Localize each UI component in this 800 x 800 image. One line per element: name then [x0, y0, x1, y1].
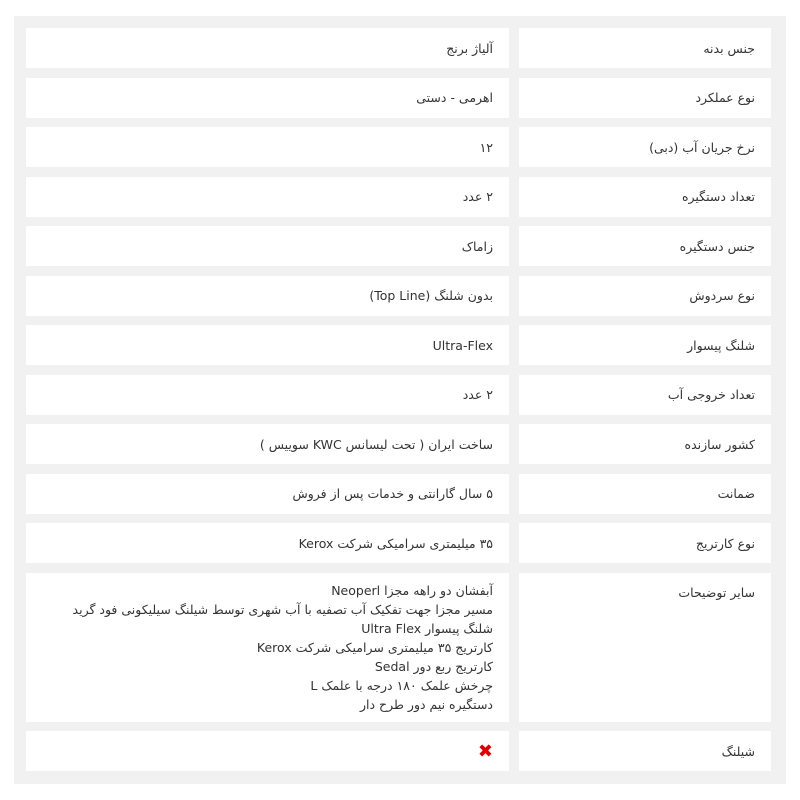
spec-row: تعداد خروجی آب ۲ عدد [26, 374, 771, 415]
spec-value: ۲ عدد [26, 374, 509, 415]
spec-value: ✖ [26, 731, 509, 771]
spec-value: ۵ سال گارانتی و خدمات پس از فروش [26, 473, 509, 514]
spec-row: جنس دستگیره زاماک [26, 226, 771, 266]
spec-label: نرخ جریان آب (دبی) [519, 127, 771, 167]
description-line: کارتریج ۳۵ میلیمتری سرامیکی شرکت Kerox [256, 639, 493, 655]
spec-row: جنس بدنه آلیاژ برنج [26, 28, 771, 68]
description-line: کارتریج ربع دور Sedal [374, 658, 493, 674]
spec-row: ضمانت ۵ سال گارانتی و خدمات پس از فروش [26, 473, 771, 514]
specs-panel: جنس بدنه آلیاژ برنج نوع عملکرد اهرمی - د… [14, 16, 786, 784]
spec-row: نوع عملکرد اهرمی - دستی [26, 77, 771, 118]
description-line: شلنگ پیسوار Ultra Flex [361, 620, 493, 636]
spec-row: نرخ جریان آب (دبی) ۱۲ [26, 127, 771, 167]
other-descriptions-row: سایر توضیحات آبفشان دو راهه مجزا Neoperl… [26, 572, 771, 722]
spec-label: شلنگ پیسوار [519, 325, 771, 365]
spec-label: جنس بدنه [519, 28, 771, 68]
spec-value: Ultra-Flex [26, 325, 509, 365]
spec-value: زاماک [26, 226, 509, 266]
spec-value: ۳۵ میلیمتری سرامیکی شرکت Kerox [26, 523, 509, 563]
spec-label: ضمانت [519, 473, 771, 514]
cross-icon: ✖ [477, 740, 493, 762]
spec-label: تعداد دستگیره [519, 176, 771, 217]
description-line: دستگیره نیم دور طرح دار [359, 696, 493, 712]
description-line: چرخش علمک ۱۸۰ درجه با علمک L [310, 677, 493, 693]
spec-label: شیلنگ [519, 731, 771, 771]
spec-label: جنس دستگیره [519, 226, 771, 266]
spec-row: کشور سازنده ساخت ایران ( تحت لیسانس KWC … [26, 424, 771, 464]
spec-value: ۱۲ [26, 127, 509, 167]
spec-value: بدون شلنگ (Top Line) [26, 275, 509, 316]
description-line: مسیر مجزا جهت تفکیک آب تصفیه با آب شهری … [72, 601, 493, 617]
spec-row: شلنگ پیسوار Ultra-Flex [26, 325, 771, 365]
spec-label: تعداد خروجی آب [519, 374, 771, 415]
spec-value: آلیاژ برنج [26, 28, 509, 68]
spec-value: ساخت ایران ( تحت لیسانس KWC سوییس ) [26, 424, 509, 464]
spec-label: نوع سردوش [519, 275, 771, 316]
spec-row: نوع سردوش بدون شلنگ (Top Line) [26, 275, 771, 316]
spec-label: نوع عملکرد [519, 77, 771, 118]
spec-row: نوع کارتریج ۳۵ میلیمتری سرامیکی شرکت Ker… [26, 523, 771, 563]
spec-label: کشور سازنده [519, 424, 771, 464]
description-line: آبفشان دو راهه مجزا Neoperl [331, 582, 493, 598]
spec-label: سایر توضیحات [519, 572, 771, 722]
spec-row: تعداد دستگیره ۲ عدد [26, 176, 771, 217]
spec-label: نوع کارتریج [519, 523, 771, 563]
spec-value: ۲ عدد [26, 176, 509, 217]
spec-value: آبفشان دو راهه مجزا Neoperl مسیر مجزا جهت… [26, 572, 509, 722]
spec-value: اهرمی - دستی [26, 77, 509, 118]
specs-table: جنس بدنه آلیاژ برنج نوع عملکرد اهرمی - د… [26, 28, 771, 781]
hose-row: شیلنگ ✖ [26, 731, 771, 771]
